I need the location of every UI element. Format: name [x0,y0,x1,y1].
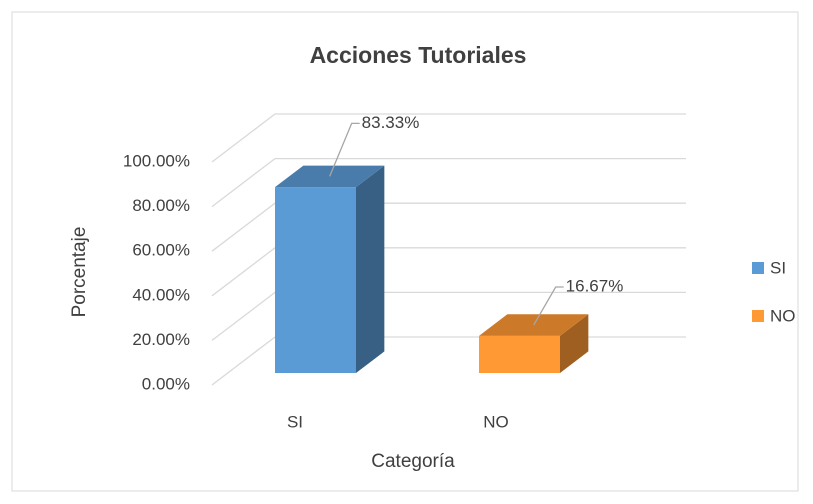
legend-swatch [752,262,764,274]
y-tick-label: 40.00% [132,285,190,304]
leader-line [329,122,360,177]
bar-front [479,335,560,373]
legend-label: NO [770,306,796,325]
y-tick-label: 20.00% [132,330,190,349]
bar-side [356,165,385,373]
chart-title: Acciones Tutoriales [310,42,527,68]
y-tick-label: 60.00% [132,241,190,260]
x-tick-label: NO [483,412,509,431]
bar [275,165,385,373]
grid-line [211,113,686,163]
y-axis-title: Porcentaje [69,227,90,318]
bar-side [560,314,589,373]
x-tick-label: SI [287,412,303,431]
x-axis-title: Categoría [371,451,455,472]
bar-front [275,187,356,373]
y-tick-label: 100.00% [123,151,190,170]
y-tick-label: 80.00% [132,196,190,215]
data-label: 16.67% [566,277,624,296]
legend-swatch [752,310,764,322]
y-tick-label: 0.00% [142,374,190,393]
data-label: 83.33% [362,113,420,132]
leader-line [533,286,564,326]
legend-label: SI [770,258,786,277]
bar [479,314,589,373]
chart-border [11,11,799,492]
grid-line [211,157,686,208]
